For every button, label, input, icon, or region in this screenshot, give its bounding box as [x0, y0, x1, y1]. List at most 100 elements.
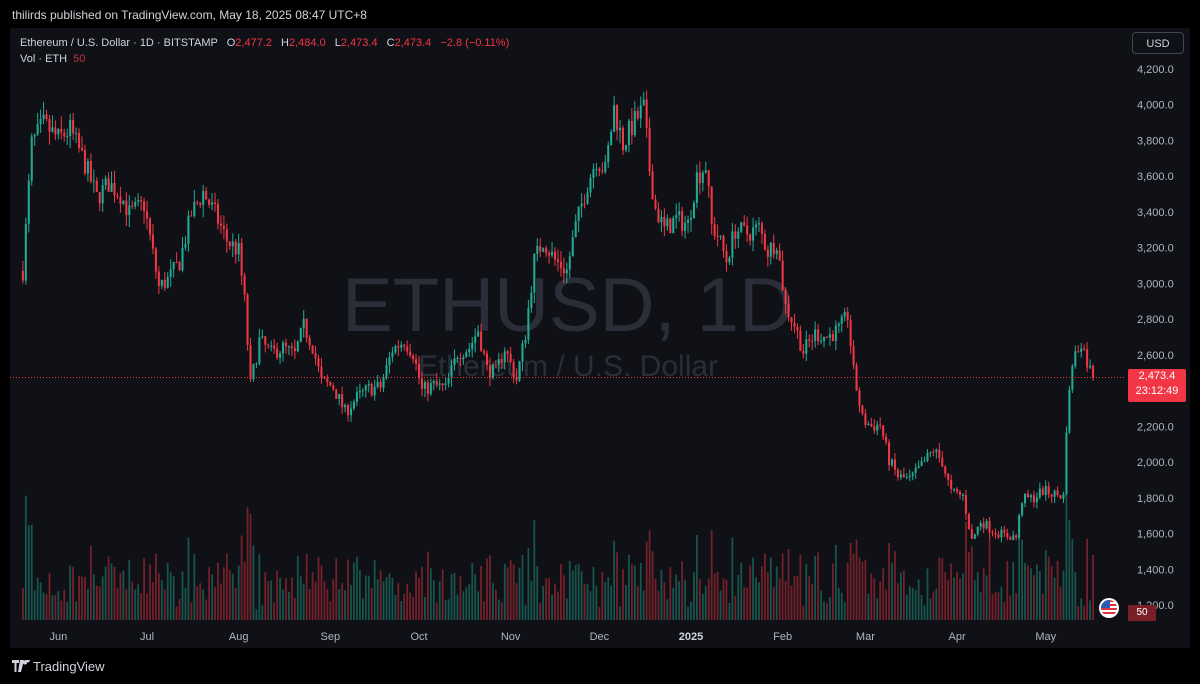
candle-body [92, 180, 95, 182]
volume-bar [296, 556, 299, 620]
volume-bar [574, 565, 577, 620]
candle-body [110, 182, 113, 192]
volume-bar [1065, 470, 1068, 620]
volume-bar [737, 574, 740, 620]
candle-body [619, 127, 622, 131]
candle-body [879, 424, 882, 426]
candle-body [48, 119, 51, 132]
tradingview-logo-icon[interactable] [12, 660, 30, 672]
candle-body [953, 489, 956, 491]
volume-bar [459, 576, 462, 620]
volume-bar [494, 589, 497, 620]
volume-bar [75, 601, 77, 620]
volume-bar [323, 581, 326, 620]
candle-body [506, 351, 509, 354]
candle-body [406, 346, 409, 352]
volume-bar [962, 573, 964, 620]
volume-bar [450, 574, 453, 620]
volume-bar [237, 565, 240, 620]
volume-bar [991, 593, 994, 620]
countdown-timer: 23:12:49 [1135, 385, 1179, 397]
volume-bar [48, 573, 51, 620]
volume-bar [350, 584, 352, 620]
candle-body [57, 128, 60, 135]
volume-bar [110, 563, 113, 620]
volume-bar [592, 566, 595, 620]
candle-body [471, 342, 474, 349]
candle-body [488, 365, 491, 378]
volume-bar [208, 567, 210, 620]
last-volume-tag: 50 [1128, 605, 1156, 621]
candle-body [45, 114, 48, 120]
candle-body [607, 145, 610, 163]
volume-bar [911, 587, 914, 620]
volume-bar [84, 576, 86, 620]
candle-body [908, 476, 911, 478]
candle-body [956, 489, 959, 492]
x-axis-label: Dec [590, 631, 610, 643]
currency-button[interactable]: USD [1132, 32, 1184, 54]
volume-bar [1059, 586, 1062, 620]
volume-bar [790, 585, 793, 620]
candle-body [163, 279, 166, 288]
candle-body [78, 132, 81, 149]
volume-bar [146, 593, 148, 620]
candle-body [825, 336, 829, 338]
symbol-title[interactable]: Ethereum / U.S. Dollar · 1D · BITSTAMP [20, 37, 218, 49]
volume-bar [143, 557, 145, 620]
candle-body [39, 119, 42, 125]
volume-bar [805, 563, 808, 620]
y-axis-label: 2,800.0 [1137, 314, 1174, 326]
open-value: 2,477.2 [235, 37, 272, 49]
volume-bar [675, 574, 678, 620]
candle-body [341, 394, 344, 408]
candle-body [364, 385, 367, 391]
candle-body [793, 322, 796, 327]
volume-bar [1074, 572, 1077, 620]
volume-bar [834, 545, 837, 620]
candle-body [211, 202, 214, 205]
us-flag-icon[interactable] [1099, 598, 1119, 618]
x-axis-label: Oct [410, 631, 427, 643]
volume-bar [953, 577, 955, 620]
candle-body [225, 229, 228, 242]
volume-bar [21, 587, 24, 620]
tradingview-brand[interactable]: TradingView [33, 659, 105, 674]
volume-label[interactable]: Vol · ETH [20, 53, 68, 65]
volume-bar [104, 566, 107, 620]
candle-body [571, 237, 574, 257]
candle-body [474, 336, 477, 343]
candle-body [562, 268, 565, 274]
candle-body [944, 466, 947, 474]
candle-body [347, 405, 350, 416]
candle-body [214, 202, 217, 204]
candle-body [420, 378, 423, 389]
volume-bar [202, 589, 205, 620]
volume-bar [57, 591, 60, 620]
candle-body [181, 247, 184, 271]
candle-body [267, 344, 270, 346]
candle-body [551, 251, 554, 256]
candle-body [468, 348, 471, 353]
candle-body [929, 451, 932, 453]
volume-bar [740, 563, 743, 620]
candle-body [982, 523, 985, 529]
candle-body [1056, 490, 1059, 496]
volume-bar [864, 559, 867, 620]
candle-body [749, 234, 752, 241]
volume-bar [858, 557, 861, 620]
candle-body [86, 160, 89, 174]
volume-bar [900, 572, 902, 620]
candle-body [822, 336, 826, 342]
volume-bar [926, 568, 929, 620]
candle-body [1032, 495, 1035, 503]
volume-bar [1047, 556, 1050, 620]
candle-body [926, 452, 929, 461]
volume-bar [1027, 565, 1029, 620]
volume-bar [299, 576, 302, 620]
candle-body [128, 205, 131, 216]
candle-body [308, 337, 311, 346]
chart-frame[interactable] [10, 28, 1190, 648]
candle-body [480, 331, 483, 351]
